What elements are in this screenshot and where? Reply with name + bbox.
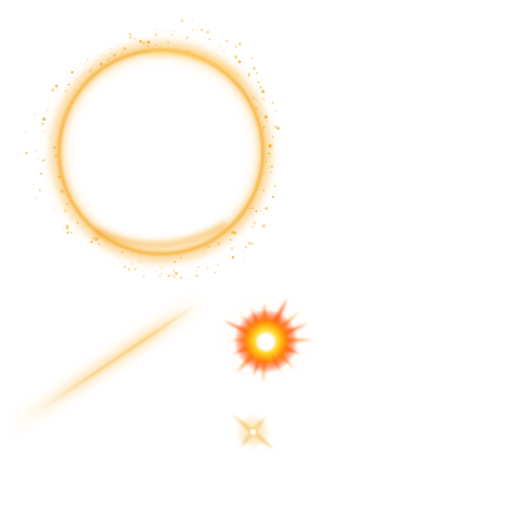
- burst-icon: [214, 289, 318, 393]
- ring-dust: [23, 19, 280, 281]
- streak-icon: [8, 298, 204, 432]
- ring-icon: [23, 19, 280, 281]
- sparkle-icon: [231, 414, 275, 450]
